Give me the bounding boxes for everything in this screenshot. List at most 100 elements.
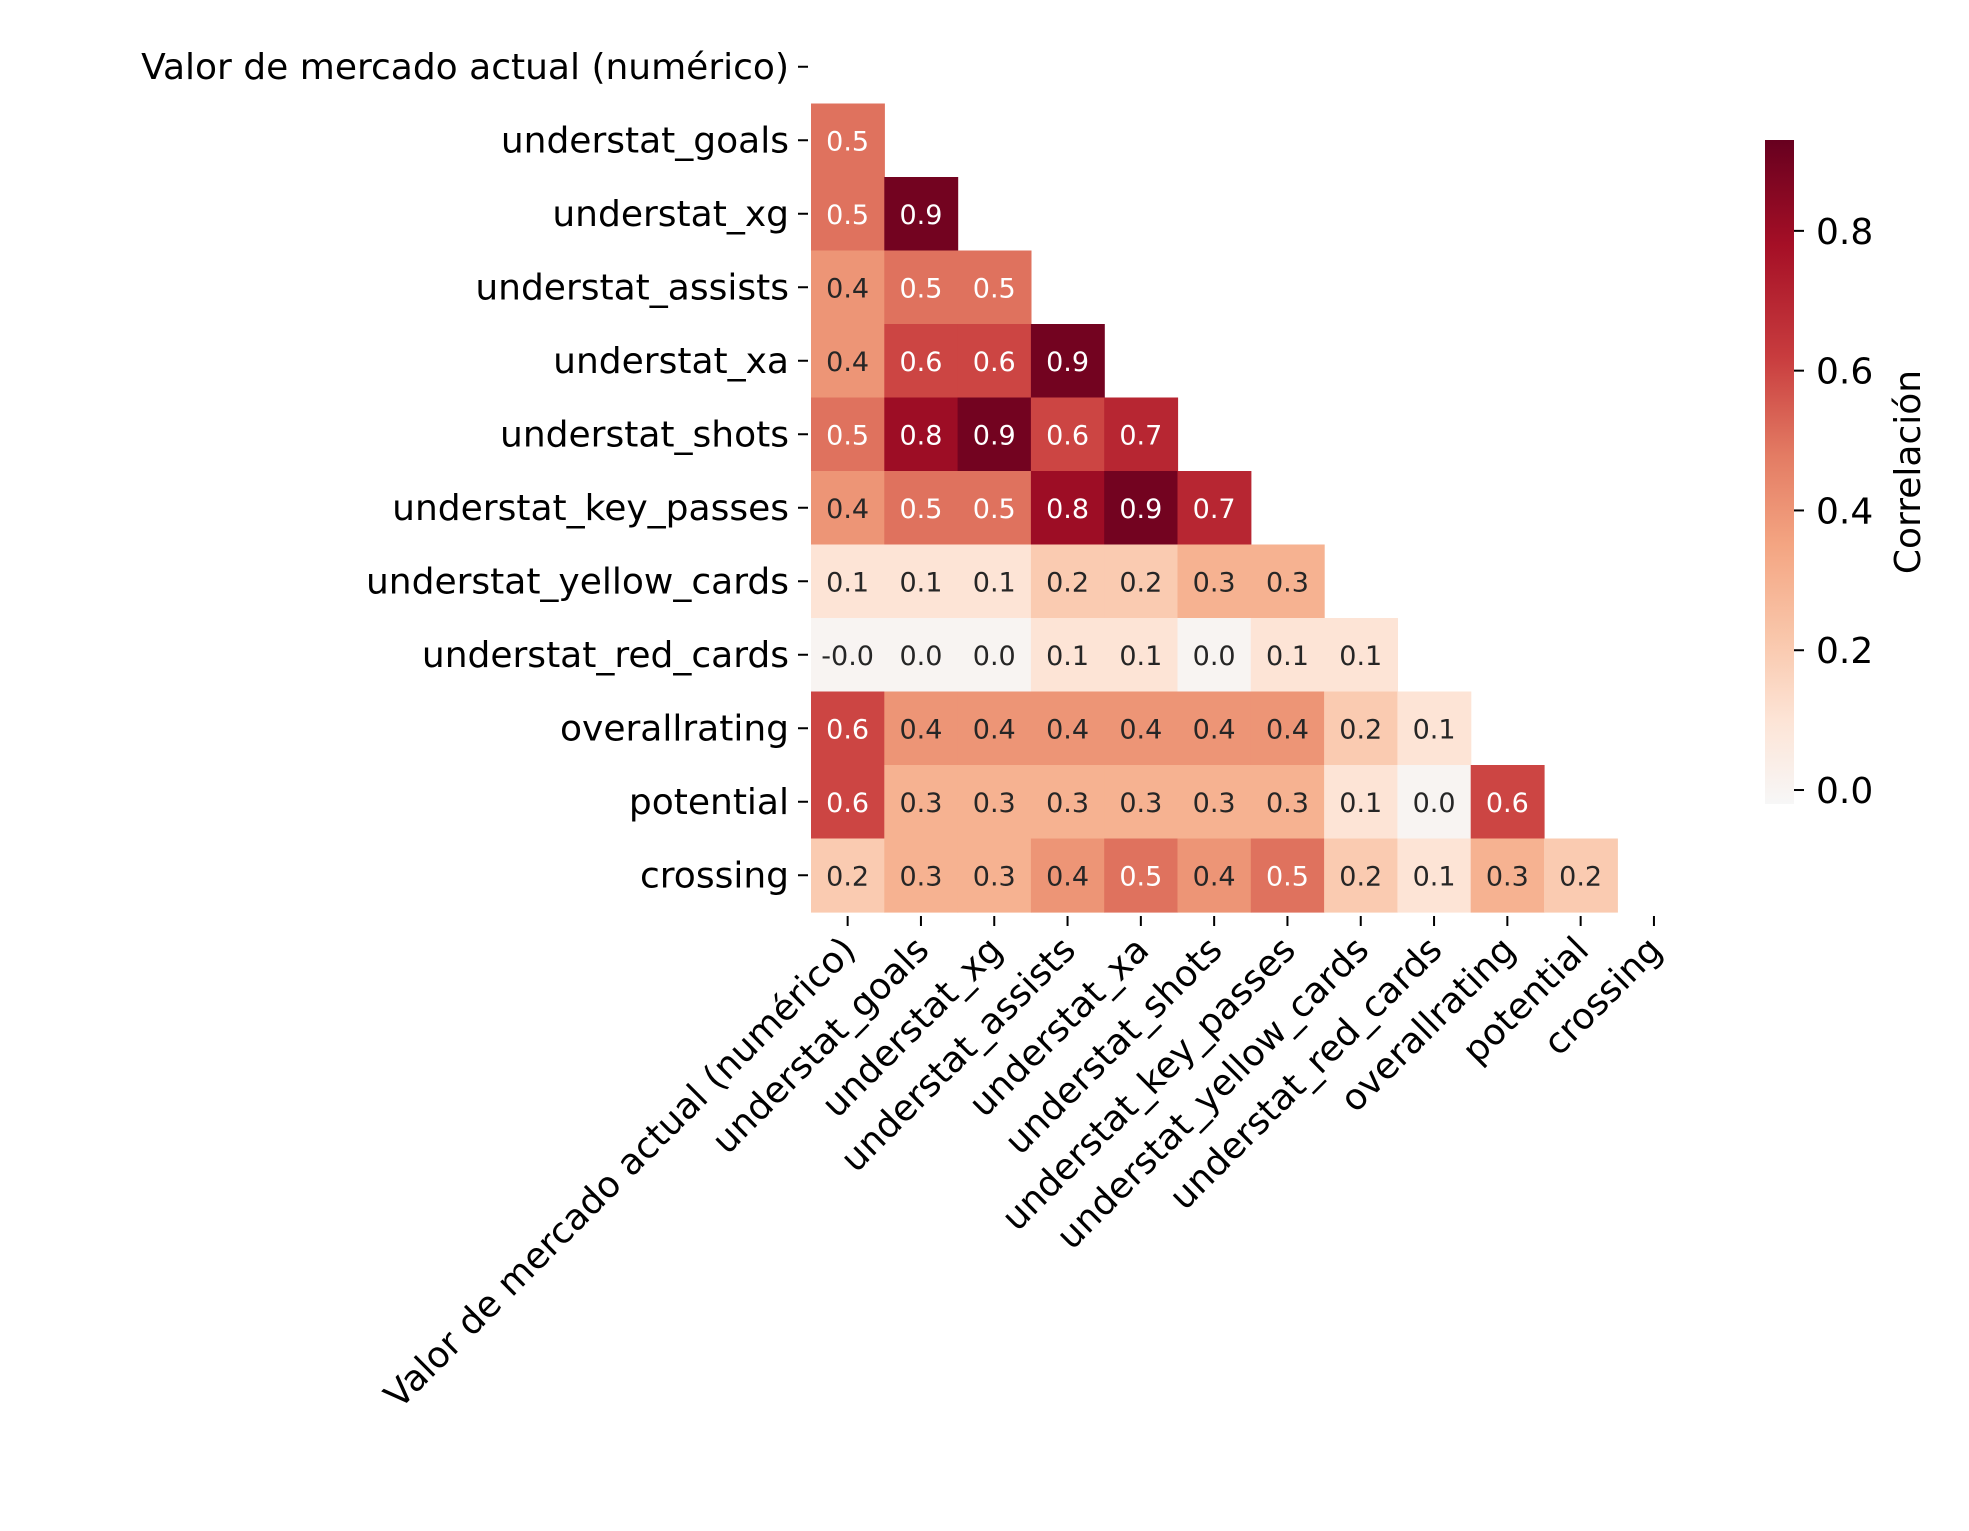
heatmap-cell xyxy=(1397,765,1472,840)
heatmap-cell xyxy=(1104,765,1179,840)
cell-value-label: 0.2 xyxy=(826,861,869,892)
x-tick-label: Valor de mercado actual (numérico) xyxy=(377,929,864,1416)
heatmap-cell xyxy=(811,177,885,252)
heatmap-cell xyxy=(957,324,1032,399)
cell-value-label: 0.5 xyxy=(973,273,1016,304)
heatmap-cell xyxy=(811,103,885,178)
cell-value-label: 0.1 xyxy=(1339,788,1382,819)
heatmap-cell xyxy=(811,691,885,766)
cell-value-label: 0.1 xyxy=(973,567,1016,598)
heatmap-cell xyxy=(957,838,1032,913)
colorbar-tick-label: 0.2 xyxy=(1816,631,1873,672)
heatmap-cell xyxy=(1470,765,1545,840)
cell-value-label: 0.1 xyxy=(826,567,869,598)
cell-value-label: 0.5 xyxy=(826,200,869,231)
heatmap-cell xyxy=(1544,838,1618,913)
heatmap-cell xyxy=(957,397,1032,472)
cell-value-label: 0.6 xyxy=(1046,420,1089,451)
cell-value-label: 0.6 xyxy=(826,788,869,819)
cell-value-label: 0.1 xyxy=(899,567,942,598)
x-axis-labels: Valor de mercado actual (numérico)unders… xyxy=(377,916,1670,1416)
cell-value-label: 0.3 xyxy=(1193,567,1236,598)
cell-value-label: 0.2 xyxy=(1119,567,1162,598)
colorbar-gradient xyxy=(1765,140,1794,804)
heatmap-cell xyxy=(1250,765,1325,840)
heatmap-cell xyxy=(1030,618,1105,693)
cell-value-label: 0.5 xyxy=(1266,861,1309,892)
cell-value-label: 0.6 xyxy=(1486,788,1529,819)
heatmap-cell xyxy=(811,838,885,913)
heatmap-cell xyxy=(884,691,959,766)
cell-value-label: 0.1 xyxy=(1119,641,1162,672)
heatmap-cell xyxy=(1324,838,1398,913)
heatmap-cell xyxy=(884,544,959,619)
cell-value-label: 0.1 xyxy=(1413,714,1456,745)
heatmap-cell xyxy=(1177,618,1252,693)
cell-value-label: 0.1 xyxy=(1266,641,1309,672)
y-tick-label: understat_xg xyxy=(552,194,789,235)
cell-value-label: 0.9 xyxy=(899,200,942,231)
cell-value-label: 0.3 xyxy=(1266,788,1309,819)
cell-value-label: 0.1 xyxy=(1413,861,1456,892)
cell-value-label: 0.0 xyxy=(1193,641,1236,672)
heatmap-cell xyxy=(1324,691,1398,766)
y-tick-label: understat_assists xyxy=(475,267,789,308)
heatmap-cell xyxy=(1104,544,1179,619)
cell-value-label: 0.2 xyxy=(1559,861,1602,892)
heatmap-cell xyxy=(811,471,885,546)
cell-value-label: 0.1 xyxy=(1339,641,1382,672)
heatmap-cell xyxy=(1250,691,1325,766)
heatmap-cell xyxy=(1177,471,1252,546)
y-tick-label: overallrating xyxy=(560,708,789,749)
cell-value-label: 0.3 xyxy=(1119,788,1162,819)
heatmap-cell xyxy=(1470,838,1545,913)
cell-value-label: 0.4 xyxy=(899,714,942,745)
cell-value-label: 0.5 xyxy=(899,494,942,525)
heatmap-cell xyxy=(957,544,1032,619)
heatmap-cell xyxy=(884,250,959,325)
cell-value-label: 0.5 xyxy=(826,126,869,157)
heatmap-cell xyxy=(811,324,885,399)
heatmap-cell xyxy=(1104,618,1179,693)
cell-value-label: 0.3 xyxy=(1486,861,1529,892)
y-tick-label: understat_shots xyxy=(500,414,789,455)
cell-value-label: 0.2 xyxy=(1046,567,1089,598)
heatmap-cell xyxy=(811,765,885,840)
cell-value-label: 0.2 xyxy=(1339,861,1382,892)
heatmap-cell xyxy=(1250,544,1325,619)
heatmap-cell xyxy=(957,765,1032,840)
heatmap-cell xyxy=(884,324,959,399)
cell-value-label: 0.5 xyxy=(973,494,1016,525)
cell-value-label: 0.3 xyxy=(973,788,1016,819)
heatmap-cell xyxy=(1397,838,1472,913)
heatmap-cell xyxy=(811,397,885,472)
cell-value-label: 0.3 xyxy=(1193,788,1236,819)
heatmap-cell xyxy=(1177,765,1252,840)
heatmap-cell xyxy=(1104,838,1179,913)
heatmap-cell xyxy=(884,765,959,840)
cell-value-label: 0.4 xyxy=(1046,861,1089,892)
cell-value-label: 0.3 xyxy=(899,788,942,819)
heatmap-cell xyxy=(1030,324,1105,399)
cell-value-label: 0.7 xyxy=(1193,494,1236,525)
heatmap-cell xyxy=(1030,691,1105,766)
heatmap-cell xyxy=(884,618,959,693)
heatmap-cell xyxy=(1030,397,1105,472)
heatmap-cell xyxy=(957,691,1032,766)
cell-value-label: 0.3 xyxy=(973,861,1016,892)
cell-value-label: 0.9 xyxy=(973,420,1016,451)
colorbar-title: Correlación xyxy=(1888,370,1929,574)
cell-value-label: -0.0 xyxy=(821,641,874,672)
cell-value-label: 0.0 xyxy=(973,641,1016,672)
y-tick-label: Valor de mercado actual (numérico) xyxy=(141,47,789,88)
heatmap-cell xyxy=(1104,397,1179,472)
cell-value-label: 0.5 xyxy=(826,420,869,451)
cell-value-label: 0.2 xyxy=(1339,714,1382,745)
heatmap-cell xyxy=(811,618,885,693)
heatmap-cell xyxy=(811,544,885,619)
cell-value-label: 0.7 xyxy=(1119,420,1162,451)
cell-value-label: 0.4 xyxy=(1266,714,1309,745)
colorbar-tick-label: 0.0 xyxy=(1816,771,1873,812)
cell-value-label: 0.9 xyxy=(1119,494,1162,525)
